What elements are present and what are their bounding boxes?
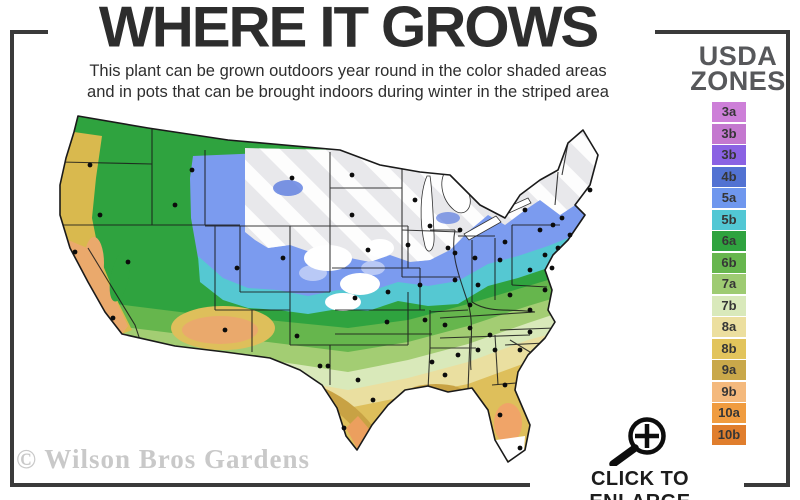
subtitle-line-1: This plant can be grown outdoors year ro…	[89, 62, 607, 80]
legend-swatch-6a: 6a	[712, 231, 746, 251]
legend-swatch-9a: 9a	[712, 360, 746, 380]
usda-zones-heading: USDA ZONES	[686, 41, 790, 96]
legend-swatch-3b: 3b	[712, 145, 746, 165]
us-zones-map[interactable]	[28, 98, 668, 478]
enlarge-label[interactable]: CLICK TO ENLARGE	[589, 468, 690, 500]
frame-border-left	[10, 30, 14, 487]
magnifier-plus-icon[interactable]	[540, 404, 740, 466]
legend-swatch-10a: 10a	[712, 403, 746, 423]
usda-heading-line2: ZONES	[690, 66, 786, 96]
legend-swatch-4b: 4b	[712, 166, 746, 187]
legend-swatch-3b: 3b	[712, 123, 746, 144]
enlarge-control[interactable]: CLICK TO ENLARGE	[540, 404, 740, 500]
frame-border-right	[786, 30, 790, 487]
frame-border-top-right	[655, 30, 790, 34]
legend-swatch-7a: 7a	[712, 274, 746, 294]
legend-swatch-8a: 8a	[712, 317, 746, 337]
great-lakes	[420, 169, 532, 252]
legend-swatch-9b: 9b	[712, 381, 746, 402]
legend-swatch-6b: 6b	[712, 252, 746, 273]
watermark: © Wilson Bros Gardens	[16, 444, 310, 474]
subtitle-line-2: and in pots that can be brought indoors …	[87, 83, 609, 101]
legend-swatch-5b: 5b	[712, 209, 746, 230]
legend-swatch-10b: 10b	[712, 424, 746, 445]
legend-swatch-5a: 5a	[712, 188, 746, 208]
page-subtitle: This plant can be grown outdoors year ro…	[48, 61, 648, 103]
legend-swatch-7b: 7b	[712, 295, 746, 316]
frame-border-top-left	[10, 30, 48, 34]
usda-heading-line1: USDA	[698, 41, 778, 71]
usda-zones-legend: 3a 3b 3b 4b 5a 5b 6a 6b 7a 7b 8a 8b 9a 9b 10a 10b	[712, 102, 746, 446]
legend-swatch-8b: 8b	[712, 338, 746, 359]
us-outline	[59, 115, 599, 463]
frame-border-bottom-right	[744, 483, 790, 487]
page-title: WHERE IT GROWS	[98, 0, 599, 59]
city-markers	[72, 162, 593, 451]
legend-swatch-3a: 3a	[712, 102, 746, 122]
frame-border-bottom-left	[10, 483, 530, 487]
